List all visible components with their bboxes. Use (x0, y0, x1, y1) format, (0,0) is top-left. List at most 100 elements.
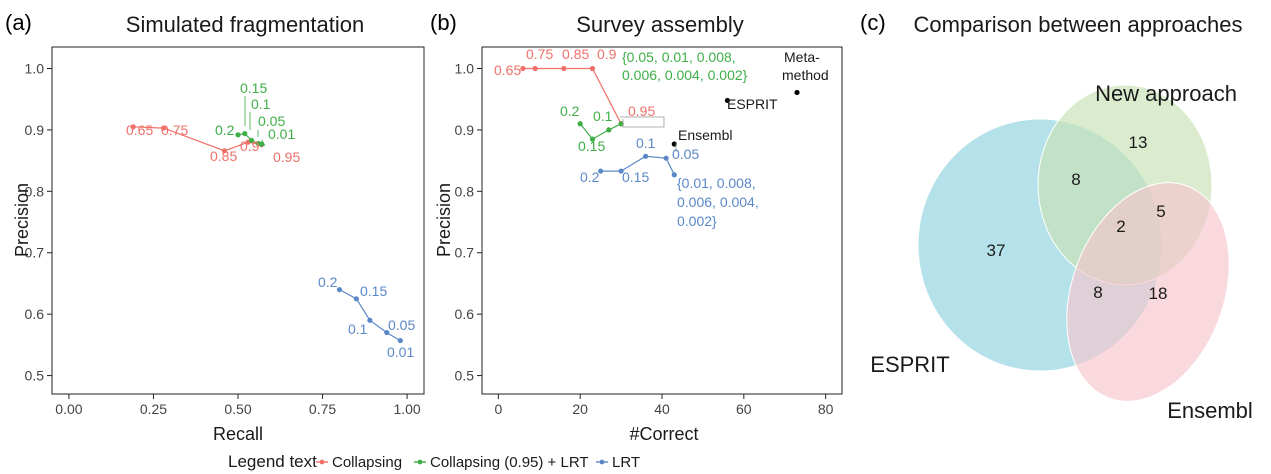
panel-b-letter: (b) (430, 10, 457, 35)
a-label-lrt-015: 0.15 (360, 283, 387, 299)
a-label-085: 0.85 (210, 148, 237, 164)
a-label-09: 0.9 (240, 138, 260, 154)
venn-count-ensembl-only: 18 (1149, 284, 1168, 303)
b-label-lrt-01: 0.1 (636, 135, 656, 151)
panel-b-ylabel: Precision (434, 183, 454, 257)
a-xtick-label: 0.00 (55, 401, 82, 417)
b-xtick-label: 60 (736, 401, 752, 417)
b-ytick-label: 0.8 (455, 183, 475, 199)
a-point-lrt (242, 130, 248, 137)
a-point-lrt_only (336, 286, 343, 293)
panel-b-ticks: 0 20 40 60 80 0.5 0.6 0.7 0.8 0.9 1.0 (455, 60, 834, 417)
b-point-collapsing (589, 65, 596, 72)
b-label-02: 0.2 (560, 103, 580, 119)
panel-a-ylabel: Precision (12, 183, 32, 257)
a-label-02: 0.2 (215, 122, 235, 138)
panel-a-title: Simulated fragmentation (126, 12, 364, 37)
b-xtick-label: 40 (654, 401, 670, 417)
panel-a-xlabel: Recall (213, 424, 263, 444)
b-label-lrt-02: 0.2 (580, 169, 600, 185)
venn-label-esprit: ESPRIT (870, 352, 949, 377)
b-label-meta-line2: method (782, 67, 829, 83)
legend-label-collapsing: Collapsing (332, 454, 402, 471)
panel-c-letter: (c) (860, 10, 886, 35)
panel-a-point-labels: 0.65 0.75 0.85 0.9 0.95 0.2 0.15 0.1 0.0… (126, 80, 415, 360)
a-ytick-label: 0.8 (25, 183, 45, 199)
b-label-085: 0.85 (562, 46, 589, 62)
legend-item-collapsing: Collapsing (316, 454, 402, 471)
a-point-lrt_only (367, 317, 373, 323)
panel-b-plot-frame (481, 46, 843, 395)
a-xtick-label: 0.75 (309, 401, 336, 417)
b-point-lrt_only (663, 155, 669, 161)
legend-dot-lrt (599, 459, 605, 465)
a-point-lrt_only (353, 296, 359, 302)
legend: Legend text Collapsing Collapsing (0.95)… (228, 452, 640, 471)
panel-a-letter: (a) (5, 10, 32, 35)
legend-title: Legend text (228, 452, 317, 471)
panel-a: (a) Simulated fragmentation 0.00 0.25 0.50… (5, 10, 425, 444)
legend-item-collapsing-lrt: Collapsing (0.95) + LRT (414, 454, 589, 471)
b-ytick-label: 0.9 (455, 122, 475, 138)
venn-count-esprit-new: 8 (1071, 170, 1080, 189)
b-xtick-label: 80 (818, 401, 834, 417)
a-ytick-label: 0.5 (25, 368, 45, 384)
b-point-collapsing (561, 65, 567, 72)
b-point-lrt_only (598, 168, 604, 174)
b-point-method (724, 97, 731, 104)
b-point-collapsing (532, 65, 538, 72)
b-point-lrt (606, 127, 612, 133)
legend-dot-collapsing (319, 459, 325, 465)
b-label-095: 0.95 (628, 103, 655, 119)
a-point-collapsing (161, 125, 167, 131)
legend-item-lrt: LRT (596, 454, 640, 471)
panel-a-points (130, 124, 403, 344)
a-label-075: 0.75 (161, 122, 188, 138)
b-point-lrt (618, 121, 624, 127)
legend-dot-collapsing-lrt (417, 459, 423, 465)
b-lrt-only-set-line3: 0.002} (677, 213, 717, 229)
a-point-lrt_only (397, 337, 403, 344)
b-lrt-set-line2: 0.006, 0.004, 0.002} (622, 67, 748, 83)
a-point-lrt_only (384, 329, 390, 336)
b-label-ensembl: Ensembl (678, 127, 732, 143)
a-label-lrt-001: 0.01 (387, 344, 414, 360)
b-label-esprit: ESPRIT (727, 96, 778, 112)
panel-b-point-labels: 0.65 0.75 0.85 0.9 0.95 0.2 0.15 0.1 {0.… (494, 46, 829, 229)
b-label-meta-line1: Meta- (784, 49, 820, 65)
panel-c-title: Comparison between approaches (914, 12, 1243, 37)
a-xtick-label: 0.50 (224, 401, 251, 417)
b-lrt-only-set-line1: {0.01, 0.008, (677, 175, 756, 191)
b-series-line-lrt (579, 123, 622, 140)
panel-a-ticks: 0.00 0.25 0.50 0.75 1.00 0.5 0.6 0.7 0.8 0.9 1.0 (25, 60, 421, 417)
a-label-065: 0.65 (126, 122, 153, 138)
a-label-lrt-02: 0.2 (318, 274, 338, 290)
b-point-method (671, 141, 677, 147)
legend-label-lrt: LRT (612, 454, 640, 471)
panel-b-xlabel: #Correct (629, 424, 698, 444)
venn-ensembl-circle (1066, 182, 1230, 402)
b-point-lrt_only (618, 168, 624, 174)
a-point-collapsing (221, 148, 228, 154)
a-label-01: 0.1 (251, 96, 271, 112)
panel-a-plot-frame (51, 46, 425, 395)
a-label-lrt-005: 0.05 (388, 317, 415, 333)
venn-count-esprit-only: 37 (987, 241, 1006, 260)
a-point-lrt (235, 132, 241, 138)
venn-count-new-only: 13 (1129, 133, 1148, 152)
b-xtick-label: 20 (572, 401, 588, 417)
b-point-lrt_only (671, 172, 677, 178)
panel-a-series-lines (133, 126, 401, 342)
a-label-lrt-01: 0.1 (348, 321, 368, 337)
a-point-lrt (248, 137, 255, 143)
b-lrt-set-line1: {0.05, 0.01, 0.008, (622, 49, 736, 65)
b-label-01: 0.1 (593, 108, 613, 124)
b-point-lrt (589, 136, 596, 142)
a-label-001: 0.01 (268, 126, 295, 142)
a-label-005: 0.05 (258, 113, 285, 129)
b-ytick-label: 1.0 (455, 60, 475, 76)
a-ytick-label: 0.6 (25, 306, 45, 322)
panel-b: (b) Survey assembly 0 20 40 60 80 0.5 0.6 0.7 0.… (430, 10, 843, 444)
a-xtick-label: 1.00 (393, 401, 420, 417)
